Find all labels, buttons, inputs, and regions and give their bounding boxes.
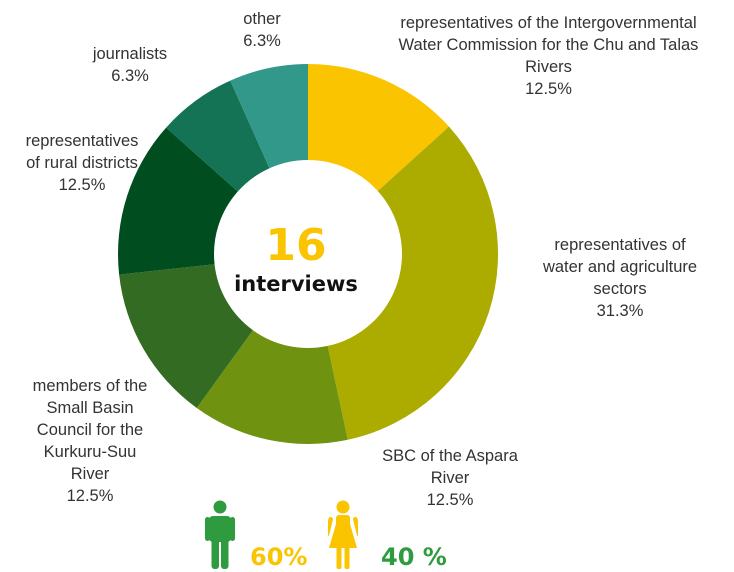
label-line: SBC of the Aspara <box>382 447 518 465</box>
slice-label-water-agriculture: representatives of water and agriculture… <box>515 234 725 322</box>
label-line: Water Commission for the Chu and Talas <box>398 36 699 54</box>
label-line: members of the <box>32 377 148 395</box>
slice-value: 6.3% <box>243 32 281 50</box>
donut-slice-1 <box>327 126 499 440</box>
donut-slice-3 <box>119 264 253 409</box>
label-line: representatives of <box>554 236 686 254</box>
slice-value: 12.5% <box>525 80 572 98</box>
label-line: representatives <box>25 132 139 150</box>
slice-label-small-basin-council: members of the Small Basin Council for t… <box>5 375 175 507</box>
label-line: Small Basin <box>46 399 134 417</box>
label-line: of rural districts <box>26 154 138 172</box>
donut-slice-6 <box>230 64 308 169</box>
label-line: journalists <box>92 45 168 63</box>
slice-value: 6.3% <box>111 67 149 85</box>
label-line: representatives of the Intergovernmental <box>400 14 697 32</box>
male-percentage: 60% <box>250 543 308 571</box>
label-line: water and agriculture <box>542 258 698 276</box>
female-person-icon <box>328 500 358 569</box>
donut-slice-0 <box>308 64 450 192</box>
slice-value: 12.5% <box>58 176 106 194</box>
slice-label-intergovernmental: representatives of the Intergovernmental… <box>366 12 731 100</box>
slice-value: 12.5% <box>66 487 114 505</box>
slice-label-journalists: journalists 6.3% <box>70 43 190 87</box>
label-line: sectors <box>593 280 647 298</box>
label-line: other <box>243 10 281 28</box>
donut-slice-2 <box>196 330 348 445</box>
female-percentage: 40 % <box>381 543 447 571</box>
slice-value: 31.3% <box>596 302 644 320</box>
male-person-icon <box>205 500 235 569</box>
total-interviews-caption: interviews <box>234 272 358 296</box>
label-line: Kurkuru-Suu <box>43 443 137 461</box>
slice-label-aspara: SBC of the Aspara River 12.5% <box>360 445 540 511</box>
label-line: River <box>430 469 470 487</box>
label-line: Council for the <box>36 421 144 439</box>
slice-label-rural-districts: representatives of rural districts 12.5% <box>2 130 162 196</box>
slice-value: 12.5% <box>426 491 474 509</box>
donut-slice-5 <box>166 80 270 192</box>
label-line: Rivers <box>525 58 572 76</box>
label-line: River <box>70 465 110 483</box>
slice-label-other: other 6.3% <box>212 8 312 52</box>
donut-slice-4 <box>118 127 238 275</box>
total-interviews-number: 16 <box>265 220 327 271</box>
